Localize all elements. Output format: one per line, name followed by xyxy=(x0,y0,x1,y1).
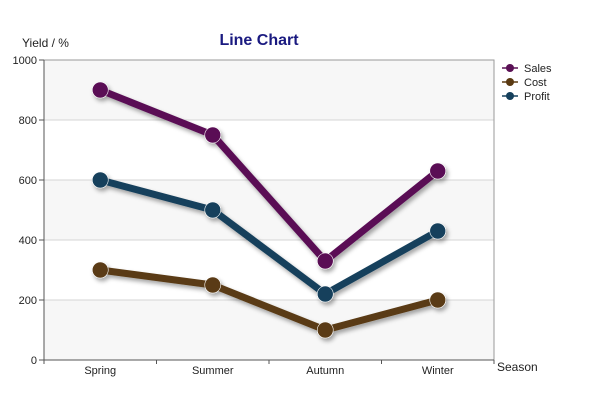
data-point xyxy=(316,285,334,303)
legend-label: Cost xyxy=(524,77,547,89)
data-point xyxy=(91,261,109,279)
data-point xyxy=(91,171,109,189)
data-point xyxy=(316,252,334,270)
x-tick-labels: Spring Summer Autumn Winter xyxy=(84,365,454,377)
data-point xyxy=(91,81,109,99)
y-tick-label: 400 xyxy=(19,235,37,247)
y-tick-label: 200 xyxy=(19,295,37,307)
x-tick-label: Spring xyxy=(84,365,116,377)
legend-label: Profit xyxy=(524,91,550,103)
data-point xyxy=(204,126,222,144)
y-tick-label: 600 xyxy=(19,175,37,187)
legend-swatch-marker xyxy=(506,78,514,86)
y-axis-label: Yield / % xyxy=(22,36,69,50)
y-tick-label: 800 xyxy=(19,115,37,127)
legend-item: Cost xyxy=(502,77,547,89)
x-axis-label: Season xyxy=(497,360,538,374)
series-line xyxy=(96,176,442,298)
background-band xyxy=(44,120,494,180)
y-tick-label: 0 xyxy=(31,355,37,367)
y-tick-label: 1000 xyxy=(13,55,37,67)
legend-swatch-marker xyxy=(506,64,514,72)
plot-background xyxy=(44,60,494,360)
series-lines xyxy=(91,81,447,339)
legend-swatch-marker xyxy=(506,92,514,100)
background-band xyxy=(44,60,494,120)
data-point xyxy=(429,162,447,180)
series-line xyxy=(96,266,442,334)
x-tick-label: Winter xyxy=(422,365,454,377)
data-point xyxy=(429,291,447,309)
x-tick-label: Autumn xyxy=(306,365,344,377)
y-tick-labels: 0 200 400 600 800 1000 xyxy=(13,55,37,367)
series-cost xyxy=(91,261,447,339)
background-band xyxy=(44,180,494,240)
data-point xyxy=(204,276,222,294)
chart-title: Line Chart xyxy=(219,32,299,49)
legend-label: Sales xyxy=(524,63,552,75)
data-point xyxy=(316,321,334,339)
data-point xyxy=(204,201,222,219)
axes xyxy=(39,59,495,364)
legend: Sales Cost Profit xyxy=(502,63,552,103)
series-line xyxy=(96,86,442,265)
series-sales xyxy=(91,81,447,270)
legend-item: Sales xyxy=(502,63,552,75)
data-point xyxy=(429,222,447,240)
legend-item: Profit xyxy=(502,91,550,103)
series-profit xyxy=(91,171,447,303)
x-tick-label: Summer xyxy=(192,365,234,377)
